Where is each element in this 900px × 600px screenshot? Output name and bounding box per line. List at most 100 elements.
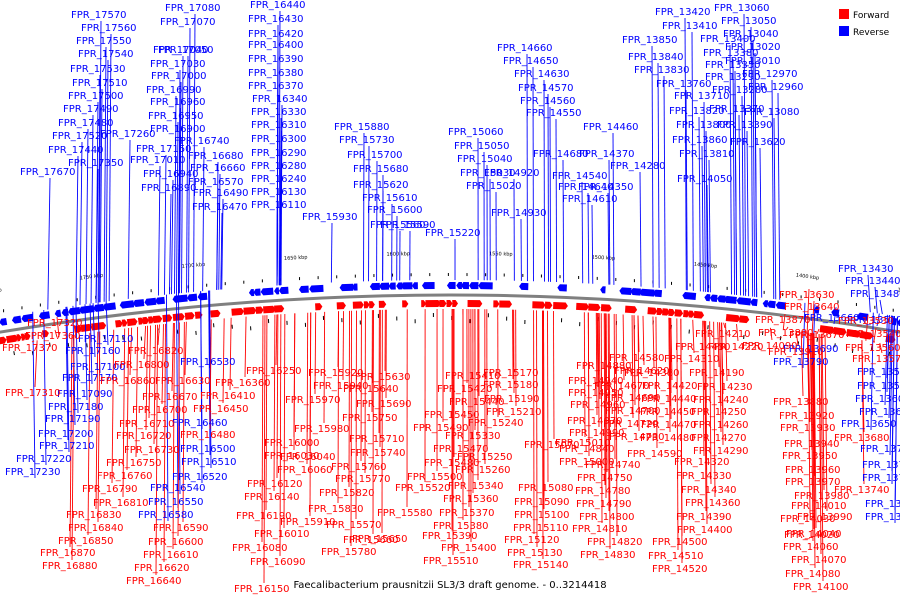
forward-gene-label: FPR_15360 xyxy=(443,494,499,505)
forward-gene-label: FPR_13890 xyxy=(758,328,814,339)
reverse-gene-arrow xyxy=(369,282,380,291)
forward-gene-label: FPR_16010 xyxy=(254,529,310,540)
reverse-gene-label: FPR_17480 xyxy=(58,118,114,129)
reverse-gene-label: FPR_17190 xyxy=(45,414,101,425)
label-leader-line xyxy=(886,315,890,393)
reverse-gene-label: FPR_16510 xyxy=(181,457,237,468)
label-leader-line xyxy=(174,95,177,294)
legend-forward-swatch xyxy=(839,9,849,19)
forward-gene-label: FPR_15090 xyxy=(514,497,570,508)
forward-gene-label: FPR_15250 xyxy=(457,452,513,463)
scale-tick xyxy=(103,334,106,340)
label-leader-line xyxy=(702,320,705,457)
label-leader-line xyxy=(692,319,695,354)
reverse-gene-arrow xyxy=(897,318,900,327)
label-leader-line xyxy=(631,315,634,419)
forward-gene-label: FPR_16810 xyxy=(93,498,149,509)
forward-gene-arrow xyxy=(24,332,31,341)
label-leader-line xyxy=(179,81,182,294)
forward-gene-label: FPR_16730 xyxy=(124,445,180,456)
label-leader-line xyxy=(229,317,232,391)
forward-gene-arrow xyxy=(184,312,195,320)
reverse-gene-label: FPR_15620 xyxy=(353,180,409,191)
forward-gene-label: FPR_14310 xyxy=(664,354,720,365)
label-leader-line xyxy=(97,74,101,303)
label-leader-line xyxy=(279,210,282,286)
label-leader-line xyxy=(713,321,716,498)
forward-gene-label: FPR_16860 xyxy=(100,376,156,387)
forward-gene-arrow xyxy=(162,314,173,323)
forward-gene-label: FPR_13990 xyxy=(797,512,853,523)
forward-gene-label: FPR_15770 xyxy=(335,474,391,485)
reverse-gene-label: FPR_13420 xyxy=(655,7,711,18)
reverse-gene-label: FPR_13380 xyxy=(703,48,759,59)
reverse-gene-label: FPR_17150 xyxy=(136,144,192,155)
reverse-gene-label: FPR_17160 xyxy=(65,346,121,357)
scale-tick xyxy=(13,351,15,356)
forward-gene-arrow xyxy=(126,318,138,327)
forward-gene-label: FPR_14320 xyxy=(674,457,730,468)
label-leader-line xyxy=(642,315,645,366)
scale-label: 1550 kbp xyxy=(489,251,513,257)
forward-gene-label: FPR_14040 xyxy=(786,529,842,540)
reverse-gene-label: FPR_15590 xyxy=(380,220,436,231)
reverse-gene-arrow xyxy=(704,294,711,302)
forward-gene-label: FPR_15110 xyxy=(513,523,569,534)
forward-gene-label: FPR_14470 xyxy=(641,420,697,431)
label-leader-line xyxy=(75,305,79,414)
reverse-gene-arrow xyxy=(253,288,261,296)
reverse-gene-label: FPR_16890 xyxy=(141,183,197,194)
reverse-gene-label: FPR_17560 xyxy=(81,23,137,34)
forward-gene-arrow xyxy=(142,316,150,325)
forward-gene-label: FPR_14720 xyxy=(603,419,659,430)
forward-gene-label: FPR_14590 xyxy=(627,449,683,460)
reverse-gene-label: FPR_17110 xyxy=(78,334,134,345)
label-leader-line xyxy=(816,328,820,334)
reverse-gene-label: FPR_17510 xyxy=(72,78,128,89)
reverse-gene-label: FPR_13650 xyxy=(841,419,897,430)
label-leader-line xyxy=(218,173,221,290)
label-leader-line xyxy=(56,316,60,338)
label-leader-line xyxy=(615,314,618,537)
forward-gene-arrow xyxy=(369,301,375,309)
reverse-gene-label: FPR_14370 xyxy=(579,149,635,160)
forward-gene-arrow xyxy=(553,301,568,310)
label-leader-line xyxy=(607,313,610,512)
forward-gene-arrow xyxy=(467,300,483,308)
label-leader-line xyxy=(283,313,286,529)
reverse-gene-arrow xyxy=(639,288,655,297)
reverse-gene-label: FPR_16940 xyxy=(143,169,199,180)
reverse-gene-label: FPR_14680 xyxy=(533,149,589,160)
forward-gene-arrow xyxy=(73,325,83,333)
reverse-gene-arrow xyxy=(11,315,22,324)
forward-gene-arrow xyxy=(674,309,684,317)
genome-backbone xyxy=(0,293,900,334)
label-leader-line xyxy=(669,317,672,420)
forward-gene-label: FPR_14450 xyxy=(640,407,696,418)
label-leader-line xyxy=(754,66,758,298)
label-leader-line xyxy=(157,324,160,346)
forward-gene-arrow xyxy=(544,301,553,309)
forward-gene-label: FPR_15390 xyxy=(422,531,478,542)
forward-gene-label: FPR_14830 xyxy=(580,550,636,561)
reverse-gene-label: FPR_14560 xyxy=(520,96,576,107)
reverse-gene-arrow xyxy=(652,289,663,298)
forward-gene-arrow xyxy=(152,315,163,324)
label-leader-line xyxy=(889,315,893,456)
reverse-gene-label: FPR_14650 xyxy=(503,56,559,67)
reverse-gene-label: FPR_13600 xyxy=(855,394,900,405)
reverse-gene-arrow xyxy=(144,297,157,306)
label-leader-line xyxy=(105,59,109,302)
reverse-gene-label: FPR_16430 xyxy=(248,14,304,25)
forward-gene-label: FPR_15170 xyxy=(483,368,539,379)
forward-gene-arrow xyxy=(647,307,658,315)
reverse-gene-label: FPR_16530 xyxy=(180,357,236,368)
forward-gene-label: FPR_15780 xyxy=(321,547,377,558)
forward-gene-label: FPR_13940 xyxy=(784,439,840,450)
reverse-gene-arrow xyxy=(274,287,280,295)
forward-gene-label: FPR_15100 xyxy=(514,510,570,521)
forward-gene-label: FPR_16060 xyxy=(277,465,333,476)
forward-gene-arrow xyxy=(80,323,93,332)
reverse-gene-label: FPR_16740 xyxy=(174,136,230,147)
reverse-gene-label: FPR_16570 xyxy=(188,177,244,188)
